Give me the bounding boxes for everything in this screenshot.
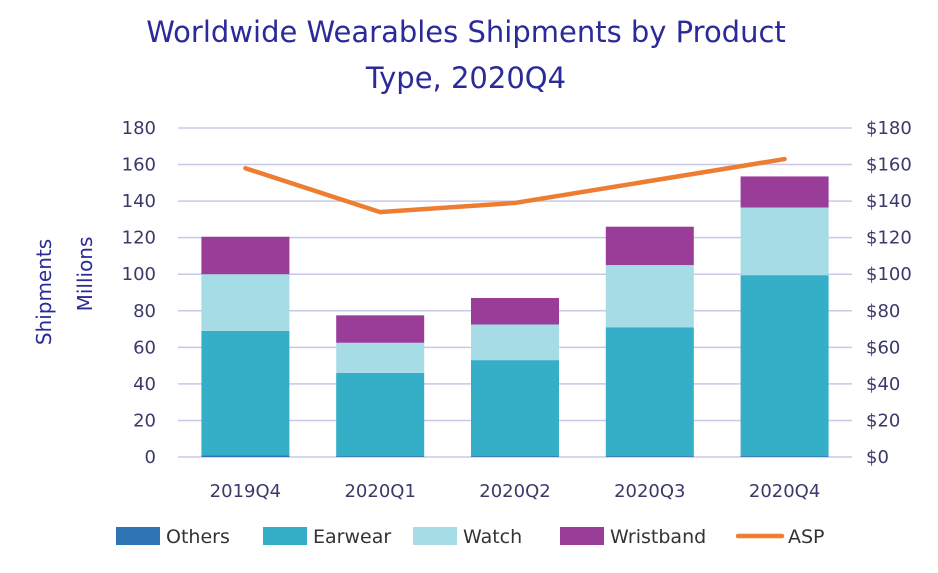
x-tick-label: 2019Q4 (210, 481, 281, 502)
y-tick-label: 60 (133, 337, 156, 358)
bar-earwear-2019q4 (201, 331, 289, 455)
bar-watch-2020q1 (336, 343, 424, 373)
bar-others-2019q4 (201, 455, 289, 457)
chart-title-line2: Type, 2020Q4 (365, 61, 566, 95)
x-tick-label: 2020Q4 (749, 481, 820, 502)
stacked-bars (201, 176, 828, 457)
y2-tick-label: $120 (866, 228, 912, 249)
y2-tick-label: $20 (866, 410, 900, 431)
y2-tick-label: $160 (866, 155, 912, 176)
legend-label-earwear: Earwear (313, 526, 391, 548)
y-tick-label: 80 (133, 301, 156, 322)
legend-label-others: Others (166, 526, 230, 548)
legend-swatch-earwear (263, 527, 307, 545)
bar-watch-2020q2 (471, 324, 559, 360)
bar-earwear-2020q1 (336, 373, 424, 456)
y2-tick-label: $40 (866, 374, 900, 395)
legend: Others Earwear Watch Wristband ASP (116, 526, 825, 548)
legend-label-asp: ASP (788, 526, 825, 548)
asp-line (245, 159, 784, 212)
x-tick-label: 2020Q2 (479, 481, 550, 502)
legend-label-watch: Watch (463, 526, 522, 548)
y2-tick-label: $180 (866, 118, 912, 139)
bar-others-2020q1 (336, 456, 424, 457)
x-tick-label: 2020Q3 (614, 481, 685, 502)
y2-tick-label: $0 (866, 447, 889, 468)
y-axis-title: Shipments (32, 239, 56, 345)
y-tick-label: 20 (133, 410, 156, 431)
y-tick-label: 140 (122, 191, 156, 212)
y2-tick-label: $80 (866, 301, 900, 322)
bar-wristband-2020q2 (471, 298, 559, 325)
bar-earwear-2020q2 (471, 360, 559, 456)
y2-tick-label: $140 (866, 191, 912, 212)
x-tick-label: 2020Q1 (344, 481, 415, 502)
bar-others-2020q3 (606, 456, 694, 457)
legend-swatch-others (116, 527, 160, 545)
bar-wristband-2020q4 (741, 176, 829, 207)
bar-wristband-2020q3 (606, 227, 694, 265)
legend-label-wristband: Wristband (610, 526, 706, 548)
y2-tick-label: $100 (866, 264, 912, 285)
bar-wristband-2020q1 (336, 315, 424, 342)
y-tick-label: 160 (122, 155, 156, 176)
legend-swatch-wristband (560, 527, 604, 545)
y-axis-unit: Millions (73, 237, 97, 312)
legend-swatch-watch (413, 527, 457, 545)
bar-watch-2020q4 (741, 208, 829, 276)
y-tick-label: 0 (145, 447, 156, 468)
y2-tick-label: $60 (866, 337, 900, 358)
y-tick-label: 180 (122, 118, 156, 139)
bar-others-2020q2 (471, 456, 559, 457)
bar-others-2020q4 (741, 456, 829, 457)
chart-title-line1: Worldwide Wearables Shipments by Product (146, 15, 786, 49)
bar-earwear-2020q4 (741, 275, 829, 456)
bar-wristband-2019q4 (201, 237, 289, 274)
asp-line-layer (245, 159, 784, 212)
y-tick-label: 120 (122, 228, 156, 249)
bar-earwear-2020q3 (606, 327, 694, 456)
bar-watch-2019q4 (201, 274, 289, 331)
y-tick-label: 40 (133, 374, 156, 395)
bar-watch-2020q3 (606, 265, 694, 327)
y-tick-label: 100 (122, 264, 156, 285)
